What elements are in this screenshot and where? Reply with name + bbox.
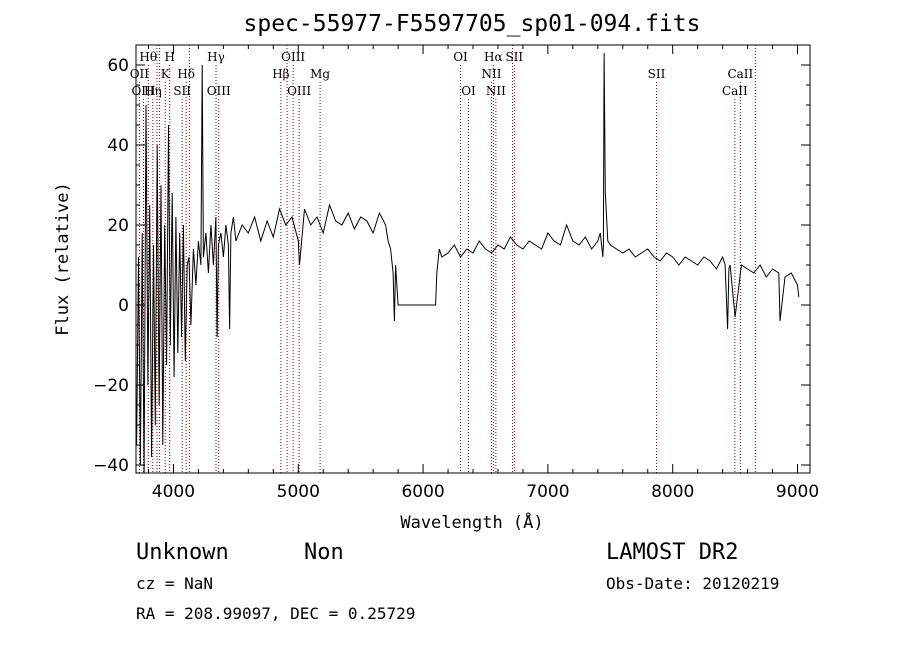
x-tick-label: 9000 <box>776 482 819 502</box>
info-panel: Unknown Non LAMOST DR2 cz = NaN Obs-Date… <box>136 540 779 623</box>
x-tick-label: 8000 <box>651 482 694 502</box>
spectral-line-label: Hθ <box>139 50 157 64</box>
ra-dec-coordinates: RA = 208.99097, DEC = 0.25729 <box>136 604 415 623</box>
object-class: Unknown <box>136 540 229 565</box>
spectral-line-label: SII <box>505 50 523 64</box>
y-tick-label: 60 <box>107 56 129 76</box>
spectral-line-label: Hγ <box>207 50 225 64</box>
spectral-line-label: OII <box>130 67 150 81</box>
spectral-line-label: Hβ <box>272 67 289 81</box>
spectral-line-label: H <box>164 50 174 64</box>
spectral-line-label: OI <box>461 84 476 98</box>
plot-frame <box>135 44 811 474</box>
y-tick-label: 0 <box>118 296 129 316</box>
spectral-line-label: CaII <box>727 67 753 81</box>
y-axis-label: Flux (relative) <box>53 182 73 336</box>
spectral-line-label: Hδ <box>177 67 195 81</box>
spectral-line-label: Hα <box>484 50 503 64</box>
spectral-line-label: Hη <box>144 84 162 98</box>
x-axis-label: Wavelength (Å) <box>400 511 543 533</box>
y-tick-label: −40 <box>93 456 129 476</box>
object-subclass: Non <box>304 540 344 565</box>
spectral-line-label: OI <box>453 50 468 64</box>
spectral-line-label: SII <box>648 67 666 81</box>
spectral-line-label: NII <box>481 67 501 81</box>
x-tick-label: 7000 <box>526 482 569 502</box>
redshift-cz: cz = NaN <box>136 574 213 593</box>
survey-name: LAMOST DR2 <box>606 540 738 565</box>
spectral-line-label: SII <box>173 84 191 98</box>
spectral-line-label: Mg <box>310 67 330 81</box>
spectral-line-label: OIII <box>131 84 155 98</box>
y-tick-label: −20 <box>93 376 129 396</box>
x-tick-label: 6000 <box>401 482 444 502</box>
observation-date: Obs-Date: 20120219 <box>606 574 779 593</box>
spectral-line-markers <box>138 45 756 473</box>
spectral-line-label: OIII <box>281 50 305 64</box>
y-tick-label: 20 <box>107 216 129 236</box>
spectral-line-label: K <box>161 67 171 81</box>
x-tick-label: 4000 <box>152 482 195 502</box>
spectrum-series-line <box>136 52 800 474</box>
x-axis-ticks: 4000 5000 6000 7000 8000 9000 <box>147 45 819 502</box>
chart-title: spec-55977-F5597705_sp01-094.fits <box>244 11 701 37</box>
spectral-line-label: OIII <box>287 84 311 98</box>
spectral-line-label: OIII <box>207 84 231 98</box>
spectral-line-label: NII <box>486 84 506 98</box>
y-axis-ticks: −40 −20 0 20 40 60 <box>93 56 810 476</box>
spectral-line-label: CaII <box>722 84 748 98</box>
x-tick-label: 5000 <box>277 482 320 502</box>
y-tick-label: 40 <box>107 136 129 156</box>
